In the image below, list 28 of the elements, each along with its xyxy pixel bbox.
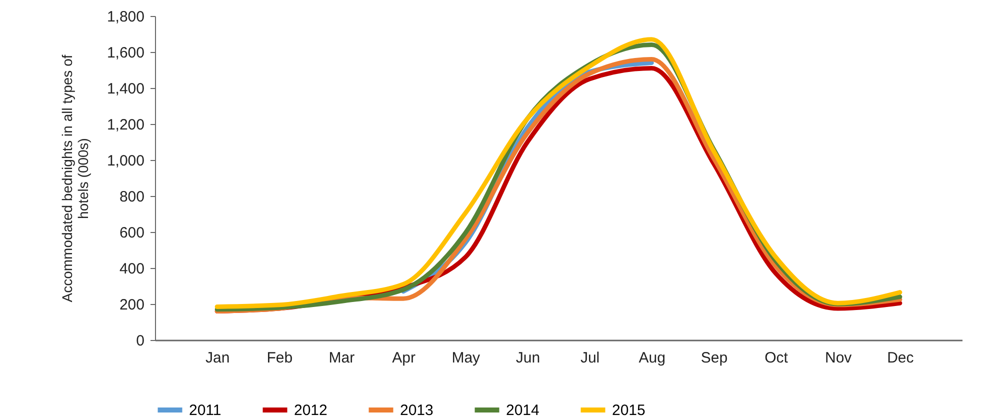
y-tick-label: 1,400 xyxy=(106,80,144,98)
y-tick-label: 800 xyxy=(119,188,144,206)
legend-label: 2015 xyxy=(612,402,646,416)
x-tick-label: Mar xyxy=(328,350,355,366)
legend-label: 2014 xyxy=(506,402,540,416)
x-tick-label: Feb xyxy=(266,350,293,366)
x-tick-label: Dec xyxy=(887,350,914,366)
legend-label: 2012 xyxy=(294,402,328,416)
y-tick-label: 600 xyxy=(119,224,144,242)
x-tick-label: Nov xyxy=(825,350,852,366)
y-tick-label: 1,800 xyxy=(106,8,144,26)
x-tick-label: May xyxy=(452,350,481,366)
x-tick-label: Sep xyxy=(700,350,728,366)
x-tick-label: Aug xyxy=(638,350,666,366)
legend-label: 2013 xyxy=(400,402,434,416)
x-tick-label: Jun xyxy=(516,350,540,366)
y-tick-label: 0 xyxy=(136,332,144,350)
x-tick-label: Apr xyxy=(392,350,416,366)
legend-label: 2011 xyxy=(189,402,222,416)
y-tick-label: 1,200 xyxy=(106,116,144,134)
y-tick-label: 200 xyxy=(119,296,144,314)
y-tick-label: 400 xyxy=(119,260,144,278)
y-tick-label: 1,000 xyxy=(106,152,144,170)
y-axis-title: Accommodated bednights in all types of hotels (000s) xyxy=(58,54,91,302)
x-tick-label: Jul xyxy=(580,350,600,366)
x-tick-label: Oct xyxy=(764,350,789,366)
y-tick-label: 1,600 xyxy=(106,44,144,62)
x-tick-label: Jan xyxy=(205,350,230,366)
